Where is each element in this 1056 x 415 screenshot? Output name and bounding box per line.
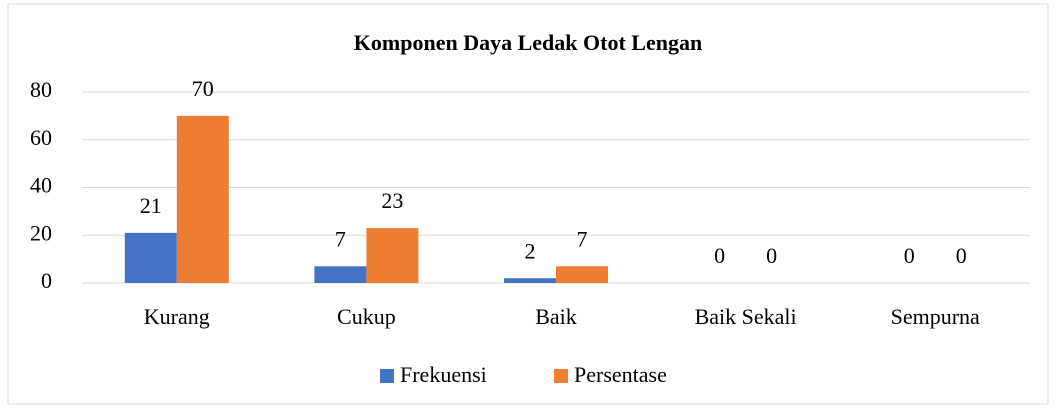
y-tick-label: 20	[30, 220, 52, 245]
legend-swatch	[380, 369, 394, 383]
data-label: 0	[766, 243, 777, 268]
chart-title: Komponen Daya Ledak Otot Lengan	[354, 30, 702, 55]
bar	[366, 228, 419, 283]
x-tick-label: Kurang	[144, 304, 210, 329]
bar	[504, 278, 556, 283]
bar	[314, 266, 367, 283]
bar	[124, 232, 177, 283]
x-tick-label: Baik Sekali	[695, 304, 797, 329]
y-tick-label: 60	[30, 125, 52, 150]
y-tick-label: 0	[41, 268, 52, 293]
x-tick-label: Cukup	[337, 304, 396, 329]
x-tick-label: Baik	[535, 304, 577, 329]
legend-swatch	[554, 369, 568, 383]
legend-label: Frekuensi	[400, 362, 487, 387]
data-label: 0	[904, 243, 915, 268]
x-tick-label: Sempurna	[891, 304, 980, 329]
data-label: 23	[381, 188, 403, 213]
data-label: 2	[525, 238, 536, 263]
data-label: 21	[140, 193, 162, 218]
y-tick-label: 80	[30, 77, 52, 102]
data-label: 0	[956, 243, 967, 268]
bar	[176, 115, 229, 283]
data-label: 70	[192, 76, 214, 101]
legend-label: Persentase	[574, 362, 667, 387]
data-label: 7	[335, 226, 346, 251]
data-label: 7	[577, 226, 588, 251]
bar	[556, 266, 608, 283]
data-label: 0	[714, 243, 725, 268]
y-tick-label: 40	[30, 173, 52, 198]
chart-border	[7, 3, 1049, 405]
